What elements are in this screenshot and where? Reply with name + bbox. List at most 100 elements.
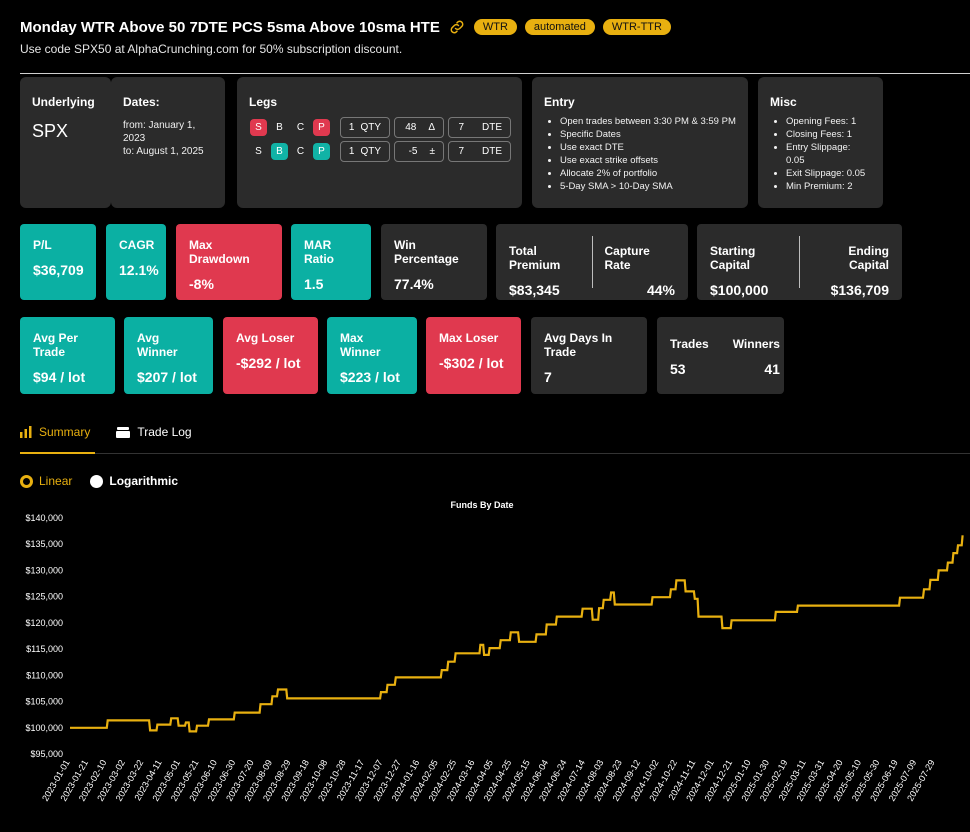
dte-field[interactable]: 7 DTE	[448, 140, 511, 162]
radio-logarithmic[interactable]: Logarithmic	[90, 474, 178, 488]
call-toggle[interactable]: C	[296, 145, 305, 157]
cagr-value: 12.1%	[119, 262, 159, 278]
radio-linear-label: Linear	[39, 474, 73, 488]
radio-selected-icon	[20, 474, 33, 488]
link-icon[interactable]	[448, 18, 466, 36]
x-axis: 2023-01-012023-01-212023-02-102023-03-02…	[40, 758, 937, 803]
promo-text: Use code SPX50 at AlphaCrunching.com for…	[20, 42, 403, 56]
y-tick-label: $125,000	[25, 592, 63, 602]
entry-list: Open trades between 3:30 PM & 3:59 PM Sp…	[544, 115, 736, 193]
max-drawdown-card: Max Drawdown -8%	[176, 224, 282, 300]
trades-label: Trades	[670, 337, 709, 351]
put-toggle[interactable]: P	[313, 118, 330, 136]
y-tick-label: $100,000	[25, 723, 63, 733]
misc-item: Closing Fees: 1	[786, 128, 871, 141]
underlying-card: Underlying SPX	[20, 77, 111, 208]
entry-item: 5-Day SMA > 10-Day SMA	[560, 180, 736, 193]
divider	[591, 236, 593, 288]
entry-item: Use exact strike offsets	[560, 154, 736, 167]
radio-linear[interactable]: Linear	[20, 474, 72, 488]
misc-list: Opening Fees: 1 Closing Fees: 1 Entry Sl…	[770, 115, 871, 193]
tag-badge[interactable]: WTR	[473, 19, 517, 35]
win-pct-card: Win Percentage 77.4%	[381, 224, 487, 300]
pl-card: P/L $36,709	[20, 224, 96, 300]
call-toggle[interactable]: C	[296, 121, 305, 133]
buy-toggle[interactable]: B	[271, 142, 288, 160]
tab-summary[interactable]: Summary	[20, 425, 90, 439]
entry-item: Open trades between 3:30 PM & 3:59 PM	[560, 115, 736, 128]
avg-days-label: Avg Days In Trade	[544, 331, 613, 359]
mar-card: MAR Ratio 1.5	[291, 224, 371, 300]
y-tick-label: $120,000	[25, 618, 63, 628]
max-drawdown-value: -8%	[189, 276, 214, 292]
legs-card: Legs S B C P 1 QTY 48 Δ 7 DTE S B C P 1 QTY …	[237, 77, 522, 208]
page-title: Monday WTR Above 50 7DTE PCS 5sma Above …	[20, 18, 440, 36]
win-pct-value: 77.4%	[394, 276, 434, 292]
avg-winner-card: Avg Winner $207 / lot	[124, 317, 213, 394]
max-loser-card: Max Loser -$302 / lot	[426, 317, 521, 394]
pl-label: P/L	[33, 238, 52, 252]
entry-item: Specific Dates	[560, 128, 736, 141]
pl-value: $36,709	[33, 262, 84, 278]
scale-selector: Linear Logarithmic	[20, 474, 178, 488]
sell-toggle[interactable]: S	[250, 118, 267, 136]
misc-item: Entry Slippage: 0.05	[786, 141, 871, 167]
max-winner-card: Max Winner $223 / lot	[327, 317, 417, 394]
max-loser-value: -$302 / lot	[439, 355, 504, 371]
qty-field[interactable]: 1 QTY	[340, 140, 390, 162]
avg-per-trade-card: Avg Per Trade $94 / lot	[20, 317, 115, 394]
starting-capital-value: $100,000	[710, 282, 769, 298]
date-to: to: August 1, 2025	[123, 146, 204, 157]
y-tick-label: $140,000	[25, 513, 63, 523]
radio-logarithmic-label: Logarithmic	[109, 474, 179, 488]
delta-field[interactable]: 48 Δ	[394, 116, 444, 138]
y-tick-label: $95,000	[30, 749, 63, 759]
dates-label: Dates:	[123, 95, 160, 109]
dates-card: Dates: from: January 1, 2023 to: August …	[111, 77, 225, 208]
misc-item: Exit Slippage: 0.05	[786, 167, 871, 180]
buy-toggle[interactable]: B	[276, 121, 283, 133]
radio-unselected-icon	[90, 474, 104, 488]
misc-label: Misc	[770, 95, 797, 109]
header-divider	[20, 73, 970, 74]
win-pct-label: Win Percentage	[394, 238, 459, 266]
qty-field[interactable]: 1 QTY	[340, 116, 390, 138]
tab-trade-log[interactable]: Trade Log	[116, 425, 192, 439]
tab-divider	[20, 453, 970, 454]
total-premium-value: $83,345	[509, 282, 560, 298]
put-toggle[interactable]: P	[313, 142, 330, 160]
mar-value: 1.5	[304, 276, 324, 292]
winners-label: Winners	[732, 337, 780, 351]
capture-rate-label: Capture Rate	[604, 244, 650, 272]
trades-value: 53	[670, 361, 686, 377]
underlying-label: Underlying	[32, 95, 95, 109]
sell-toggle[interactable]: S	[255, 145, 262, 157]
max-winner-value: $223 / lot	[340, 369, 400, 385]
avg-winner-label: Avg Winner	[137, 331, 178, 359]
avg-per-trade-value: $94 / lot	[33, 369, 86, 385]
max-drawdown-label: Max Drawdown	[189, 238, 250, 266]
header: Monday WTR Above 50 7DTE PCS 5sma Above …	[20, 16, 960, 56]
avg-days-value: 7	[544, 369, 552, 385]
starting-capital-label: Starting Capital	[710, 244, 756, 272]
y-tick-label: $135,000	[25, 539, 63, 549]
funds-series-line	[70, 535, 964, 733]
max-winner-label: Max Winner	[340, 331, 381, 359]
dte-field[interactable]: 7 DTE	[448, 116, 511, 138]
ending-capital-value: $136,709	[830, 282, 889, 298]
tag-badge[interactable]: WTR-TTR	[602, 19, 671, 35]
avg-winner-value: $207 / lot	[137, 369, 197, 385]
view-tabs: Summary Trade Log	[20, 425, 192, 439]
underlying-value: SPX	[32, 121, 69, 141]
mar-label: MAR Ratio	[304, 238, 334, 266]
date-from: from: January 1, 2023	[123, 120, 196, 144]
delta-field[interactable]: -5 ±	[394, 140, 444, 162]
y-axis: $95,000 $100,000 $105,000 $110,000 $115,000 $…	[25, 513, 63, 759]
y-tick-label: $115,000	[26, 644, 63, 654]
avg-days-card: Avg Days In Trade 7	[531, 317, 647, 394]
tag-badge[interactable]: automated	[524, 19, 595, 35]
legs-label: Legs	[249, 95, 278, 109]
cagr-card: CAGR 12.1%	[106, 224, 166, 300]
avg-per-trade-label: Avg Per Trade	[33, 331, 78, 359]
leg-row-1: S B C P 1 QTY 48 Δ 7 DTE	[250, 116, 515, 138]
